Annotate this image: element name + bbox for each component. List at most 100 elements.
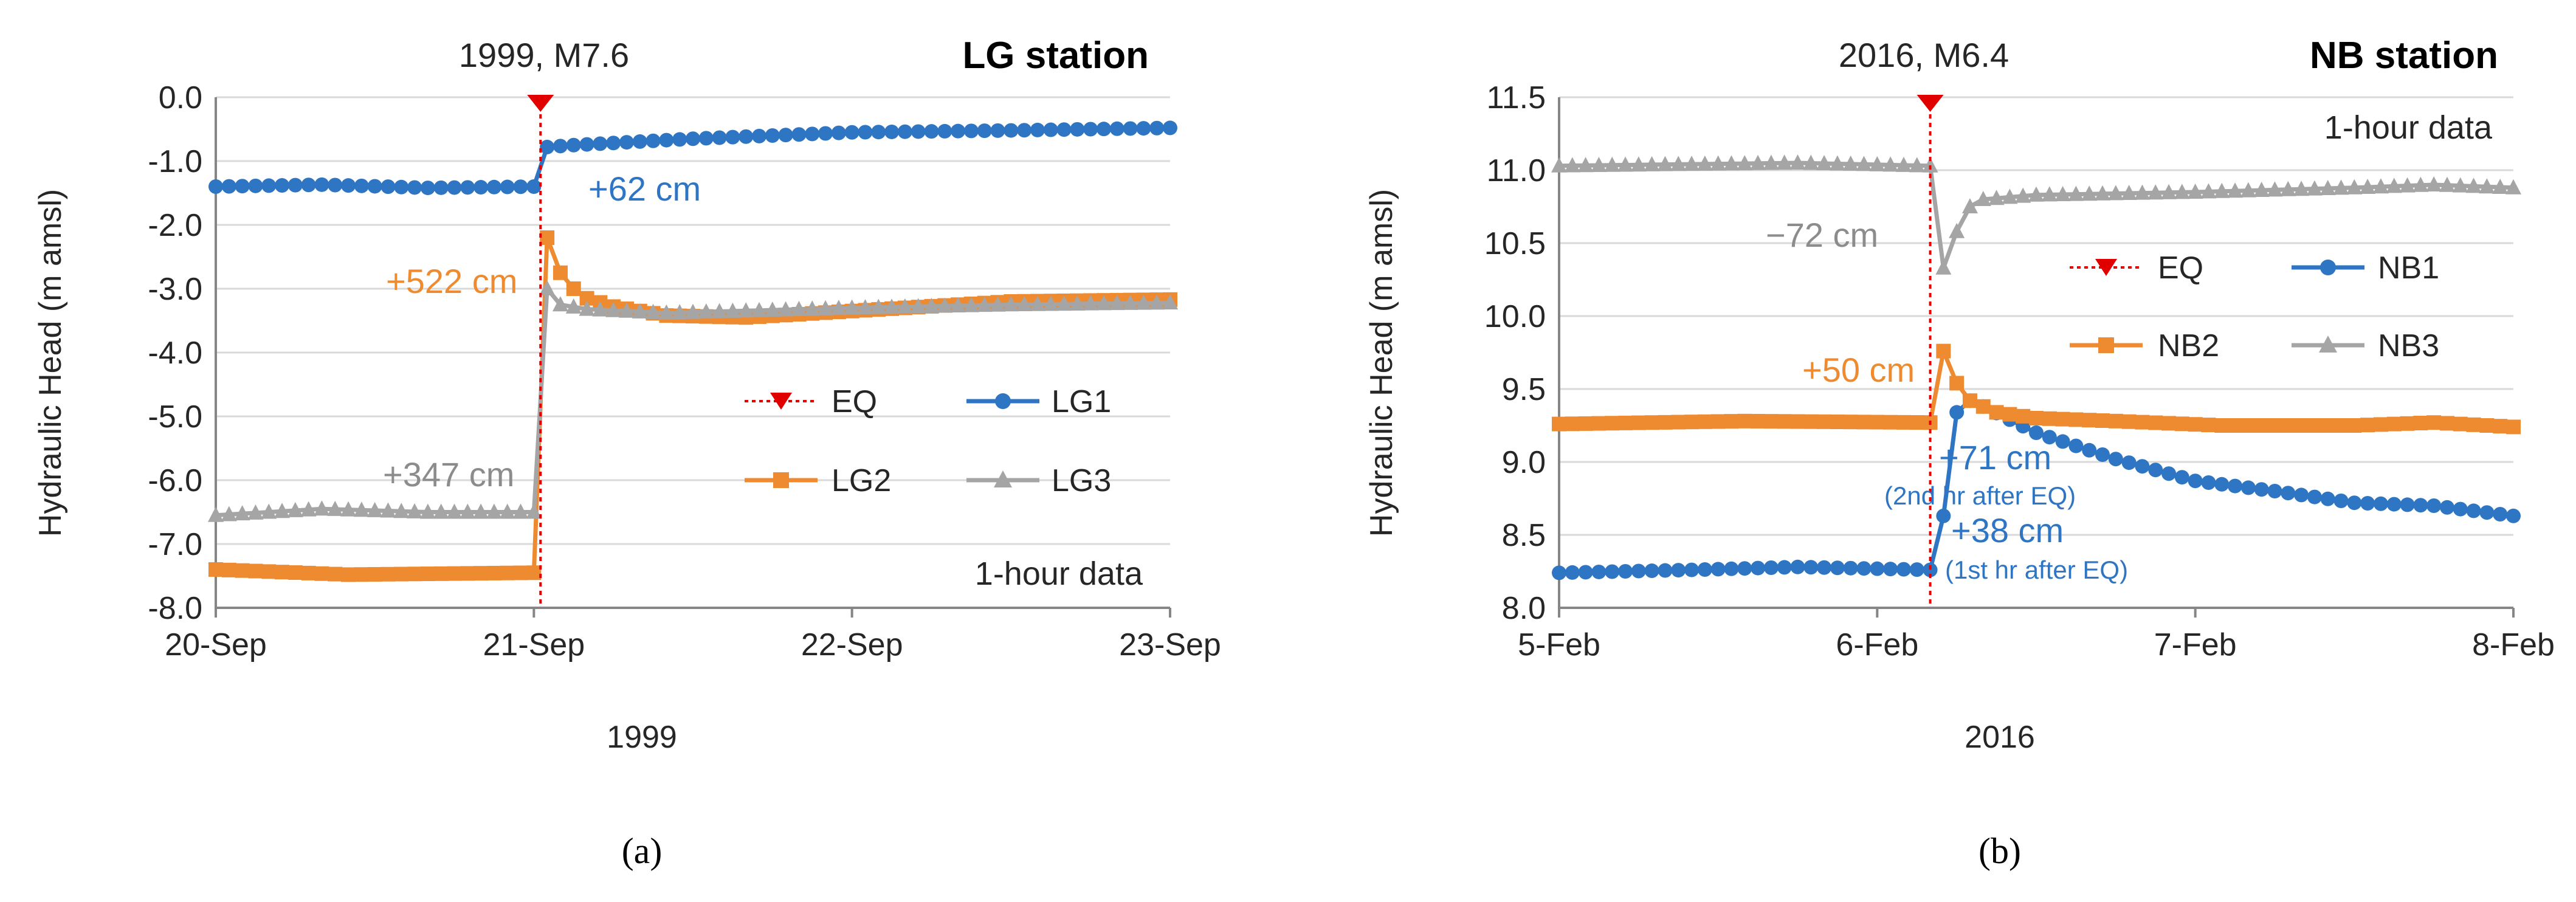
legend-item-eq: EQ bbox=[2070, 250, 2203, 286]
data-point-lg1 bbox=[460, 180, 475, 195]
annotation-lg1: +62 cm bbox=[588, 170, 701, 208]
data-point-nb2 bbox=[1671, 415, 1686, 430]
data-point-lg3 bbox=[353, 501, 370, 517]
data-point-nb3 bbox=[2041, 186, 2058, 202]
data-point-nb3 bbox=[2161, 184, 2177, 199]
data-point-nb3 bbox=[2426, 176, 2442, 191]
data-point-nb2 bbox=[1724, 414, 1739, 429]
y-tick-label: -4.0 bbox=[148, 336, 202, 371]
data-point-lg3 bbox=[208, 506, 224, 522]
data-point-lg2 bbox=[540, 230, 555, 245]
legend-label: NB1 bbox=[2378, 250, 2439, 286]
data-point-nb1 bbox=[2413, 498, 2428, 513]
data-point-nb3 bbox=[2412, 176, 2429, 192]
data-point-nb1 bbox=[2121, 455, 2137, 470]
y-tick-label: 10.0 bbox=[1484, 299, 1546, 334]
data-point-lg1 bbox=[712, 130, 727, 145]
data-point-lg3 bbox=[1162, 294, 1178, 310]
data-point-lg3 bbox=[605, 301, 622, 317]
data-point-nb2 bbox=[1843, 415, 1858, 430]
data-point-nb1 bbox=[2373, 496, 2388, 511]
data-point-lg3 bbox=[1135, 294, 1152, 310]
data-point-nb2 bbox=[2466, 417, 2481, 432]
data-point-lg1 bbox=[474, 180, 489, 195]
data-point-nb1 bbox=[1737, 561, 1752, 576]
triangle-marker-icon bbox=[994, 470, 1012, 487]
data-point-nb3 bbox=[2267, 181, 2283, 197]
data-point-nb2 bbox=[2016, 408, 2031, 424]
data-point-nb2 bbox=[1896, 415, 1911, 430]
data-point-nb3 bbox=[1882, 156, 1899, 172]
square-marker-icon bbox=[773, 472, 789, 488]
data-point-lg3 bbox=[658, 304, 675, 320]
data-point-lg3 bbox=[1016, 295, 1033, 311]
data-point-lg1 bbox=[381, 179, 396, 195]
data-point-lg1 bbox=[739, 129, 754, 144]
data-point-nb3 bbox=[2492, 179, 2509, 194]
data-point-lg2 bbox=[500, 565, 515, 580]
data-point-lg2 bbox=[275, 565, 290, 580]
data-point-nb1 bbox=[2108, 452, 2123, 467]
data-point-lg1 bbox=[805, 126, 820, 142]
data-point-nb3 bbox=[2465, 177, 2482, 193]
data-point-nb1 bbox=[1949, 405, 1965, 420]
data-point-lg3 bbox=[950, 297, 966, 312]
data-point-lg3 bbox=[579, 300, 595, 316]
legend-label: NB3 bbox=[2378, 328, 2439, 363]
data-point-lg3 bbox=[1109, 295, 1125, 311]
eq-triangle-icon bbox=[1917, 95, 1944, 112]
data-point-lg3 bbox=[1069, 295, 1086, 311]
data-point-lg1 bbox=[686, 131, 700, 146]
data-point-nb3 bbox=[2095, 185, 2111, 201]
legend: EQ NB1 NB2 NB3 bbox=[2070, 250, 2439, 363]
data-point-lg1 bbox=[606, 136, 621, 151]
x-tick-label: 21-Sep bbox=[483, 627, 585, 663]
data-point-nb2 bbox=[1936, 343, 1951, 359]
eq-marker-group bbox=[1917, 95, 1944, 608]
data-point-lg1 bbox=[990, 123, 1005, 138]
data-point-nb2 bbox=[2002, 407, 2017, 422]
data-point-nb2 bbox=[2320, 418, 2335, 433]
data-point-nb2 bbox=[1578, 416, 1593, 431]
data-point-lg2 bbox=[474, 566, 489, 581]
data-point-nb2 bbox=[1763, 414, 1779, 429]
y-tick-label: -2.0 bbox=[148, 208, 202, 243]
data-point-nb2 bbox=[2439, 416, 2454, 431]
data-point-nb3 bbox=[1670, 156, 1687, 171]
data-point-nb2 bbox=[2108, 413, 2123, 429]
data-point-lg2 bbox=[566, 281, 581, 296]
data-point-nb3 bbox=[1842, 155, 1859, 171]
data-point-lg3 bbox=[791, 300, 807, 316]
data-point-lg3 bbox=[685, 303, 701, 319]
data-point-nb1 bbox=[1763, 560, 1779, 575]
circle-marker-icon bbox=[2320, 260, 2336, 275]
data-point-lg1 bbox=[778, 128, 793, 143]
data-point-nb3 bbox=[1696, 155, 1713, 171]
legend-label: LG1 bbox=[1052, 384, 1111, 419]
data-point-nb1 bbox=[2029, 425, 2044, 440]
annotation-nb1-1st: +38 cm bbox=[1951, 511, 2064, 549]
legend-item-lg2: LG2 bbox=[745, 463, 891, 498]
data-point-lg1 bbox=[314, 177, 329, 192]
data-point-nb1 bbox=[1631, 563, 1646, 579]
data-point-nb2 bbox=[2029, 411, 2044, 425]
data-point-nb2 bbox=[1658, 415, 1673, 430]
data-point-nb2 bbox=[1605, 416, 1620, 431]
data-point-lg3 bbox=[751, 301, 768, 317]
data-point-nb1 bbox=[1644, 563, 1659, 579]
data-point-lg1 bbox=[951, 123, 966, 139]
data-point-lg1 bbox=[924, 124, 939, 139]
data-point-nb3 bbox=[2479, 178, 2495, 194]
data-point-nb1 bbox=[1777, 560, 1792, 575]
data-point-nb1 bbox=[1923, 562, 1938, 577]
data-point-nb3 bbox=[2015, 187, 2031, 203]
data-point-lg3 bbox=[698, 303, 714, 319]
data-point-nb3 bbox=[1776, 154, 1793, 170]
data-point-nb1 bbox=[2068, 438, 2084, 453]
chart-title: LG station bbox=[962, 35, 1149, 77]
data-point-nb3 bbox=[1577, 157, 1594, 173]
legend-item-lg1: LG1 bbox=[966, 384, 1111, 419]
data-point-nb3 bbox=[1961, 198, 1978, 213]
data-point-nb2 bbox=[2055, 411, 2070, 427]
data-point-nb3 bbox=[2280, 181, 2296, 196]
